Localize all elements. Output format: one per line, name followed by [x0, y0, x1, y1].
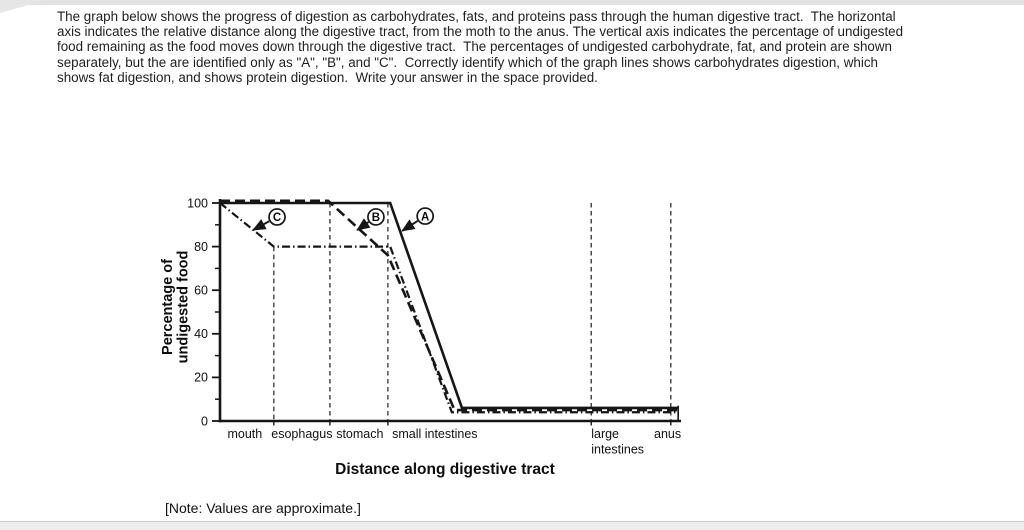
page-top-edge [0, 0, 1024, 5]
y-tick-label-100: 100 [187, 196, 208, 210]
question-line-2: axis indicates the relative distance alo… [57, 24, 904, 40]
chart-line-C [219, 202, 679, 414]
annotation-letter-C: C [273, 212, 281, 224]
region-label-intestines: intestines [591, 443, 644, 457]
chart-line-A [220, 201, 679, 410]
y-tick-label-80: 80 [194, 240, 208, 254]
digestion-chart: 0 20 40 60 80 100 mouth esophagus stomach small i… [140, 185, 720, 497]
region-label-anus: anus [654, 427, 681, 441]
annotation-circle-A [416, 207, 435, 225]
annotation-arrow-A [401, 219, 419, 232]
question-line-3: food remaining as the food moves down th… [57, 39, 892, 55]
annotation-arrow-B [356, 218, 371, 231]
annotation-letter-B: B [372, 212, 380, 224]
y-tick-label-0: 0 [201, 414, 208, 428]
question-line-4: separately, but the are identified only … [57, 54, 878, 70]
annotation-circle-B [367, 208, 385, 226]
approximate-note: [Note: Values are approximate.] [165, 500, 361, 516]
region-label-stomach: stomach [336, 427, 383, 441]
page-bottom-edge [0, 521, 1024, 530]
y-axis-title: Percentage ofundigested food [160, 251, 192, 364]
region-label-small-intestines: small intestines [392, 427, 477, 441]
region-label-large: large [591, 427, 619, 441]
question-line-5: shows fat digestion, and shows protein d… [57, 69, 598, 85]
y-tick-label-40: 40 [194, 327, 208, 341]
chart-line-B [220, 199, 679, 412]
x-axis-title: Distance along digestive tract [335, 461, 555, 478]
annotation-circle-C [268, 208, 286, 226]
region-label-esophagus: esophagus [271, 427, 332, 441]
question-text: The graph below shows the progress of di… [57, 9, 903, 85]
region-label-mouth: mouth [227, 427, 262, 441]
question-line-1: The graph below shows the progress of di… [57, 9, 896, 24]
annotation-letter-A: A [421, 211, 429, 223]
chart-canvas: 0 20 40 60 80 100 mouth esophagus stomach small i… [160, 196, 681, 478]
annotation-arrow-C [252, 219, 270, 231]
y-tick-label-20: 20 [194, 371, 208, 385]
page-top-corner [0, 0, 46, 13]
y-tick-label-60: 60 [194, 284, 208, 298]
